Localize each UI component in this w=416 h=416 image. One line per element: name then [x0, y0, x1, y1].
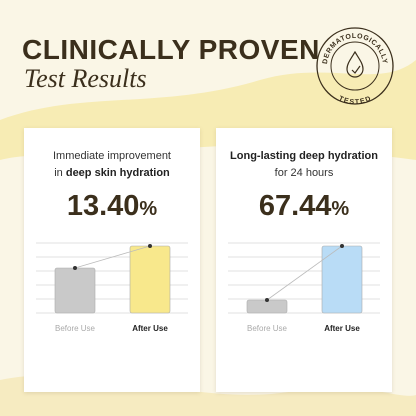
panel: Immediate improvement in deep skin hydrat… — [24, 128, 200, 392]
after-bar — [129, 245, 171, 314]
intro-text: Immediate improvement — [53, 150, 171, 162]
before-label: Before Use — [55, 324, 96, 333]
figure-unit: % — [139, 198, 158, 220]
badge-bottom: TESTED — [337, 95, 371, 106]
intro-text: in — [54, 167, 66, 179]
panel: Long-lasting deep hydration for 24 hours 6… — [216, 128, 392, 392]
intro-line: Long-lasting deep hydration — [216, 148, 392, 165]
before-label: Before Use — [247, 324, 288, 333]
intro-text: for 24 hours — [274, 167, 334, 179]
before-bar — [54, 267, 96, 314]
dot — [265, 298, 269, 302]
chart: Before Use After Use — [36, 242, 188, 333]
figure-value: 67.44 — [258, 190, 332, 222]
trend-line — [266, 245, 343, 301]
intro-line: in deep skin hydration — [24, 165, 200, 182]
dot — [73, 266, 77, 270]
dot — [148, 244, 152, 248]
intro: Immediate improvement in deep skin hydrat… — [24, 148, 200, 182]
figure: 67.44% — [216, 190, 392, 223]
dot — [340, 244, 344, 248]
intro-line: Immediate improvement — [24, 148, 200, 165]
figure-unit: % — [331, 198, 350, 220]
intro-text: Long-lasting deep hydration — [230, 150, 378, 162]
intro: Long-lasting deep hydration for 24 hours — [216, 148, 392, 182]
intro-line: for 24 hours — [216, 165, 392, 182]
intro-text: deep skin hydration — [65, 167, 170, 179]
trend-line — [74, 245, 151, 269]
title: CLINICALLY PROVEN — [22, 34, 320, 65]
figure: 13.40% — [24, 190, 200, 223]
chart: Before Use After Use — [228, 242, 380, 333]
after-label: After Use — [324, 324, 360, 333]
badge-text: TESTED — [337, 95, 372, 106]
figure-value: 13.40 — [66, 190, 140, 222]
after-label: After Use — [132, 324, 168, 333]
subtitle: Test Results — [24, 64, 147, 93]
